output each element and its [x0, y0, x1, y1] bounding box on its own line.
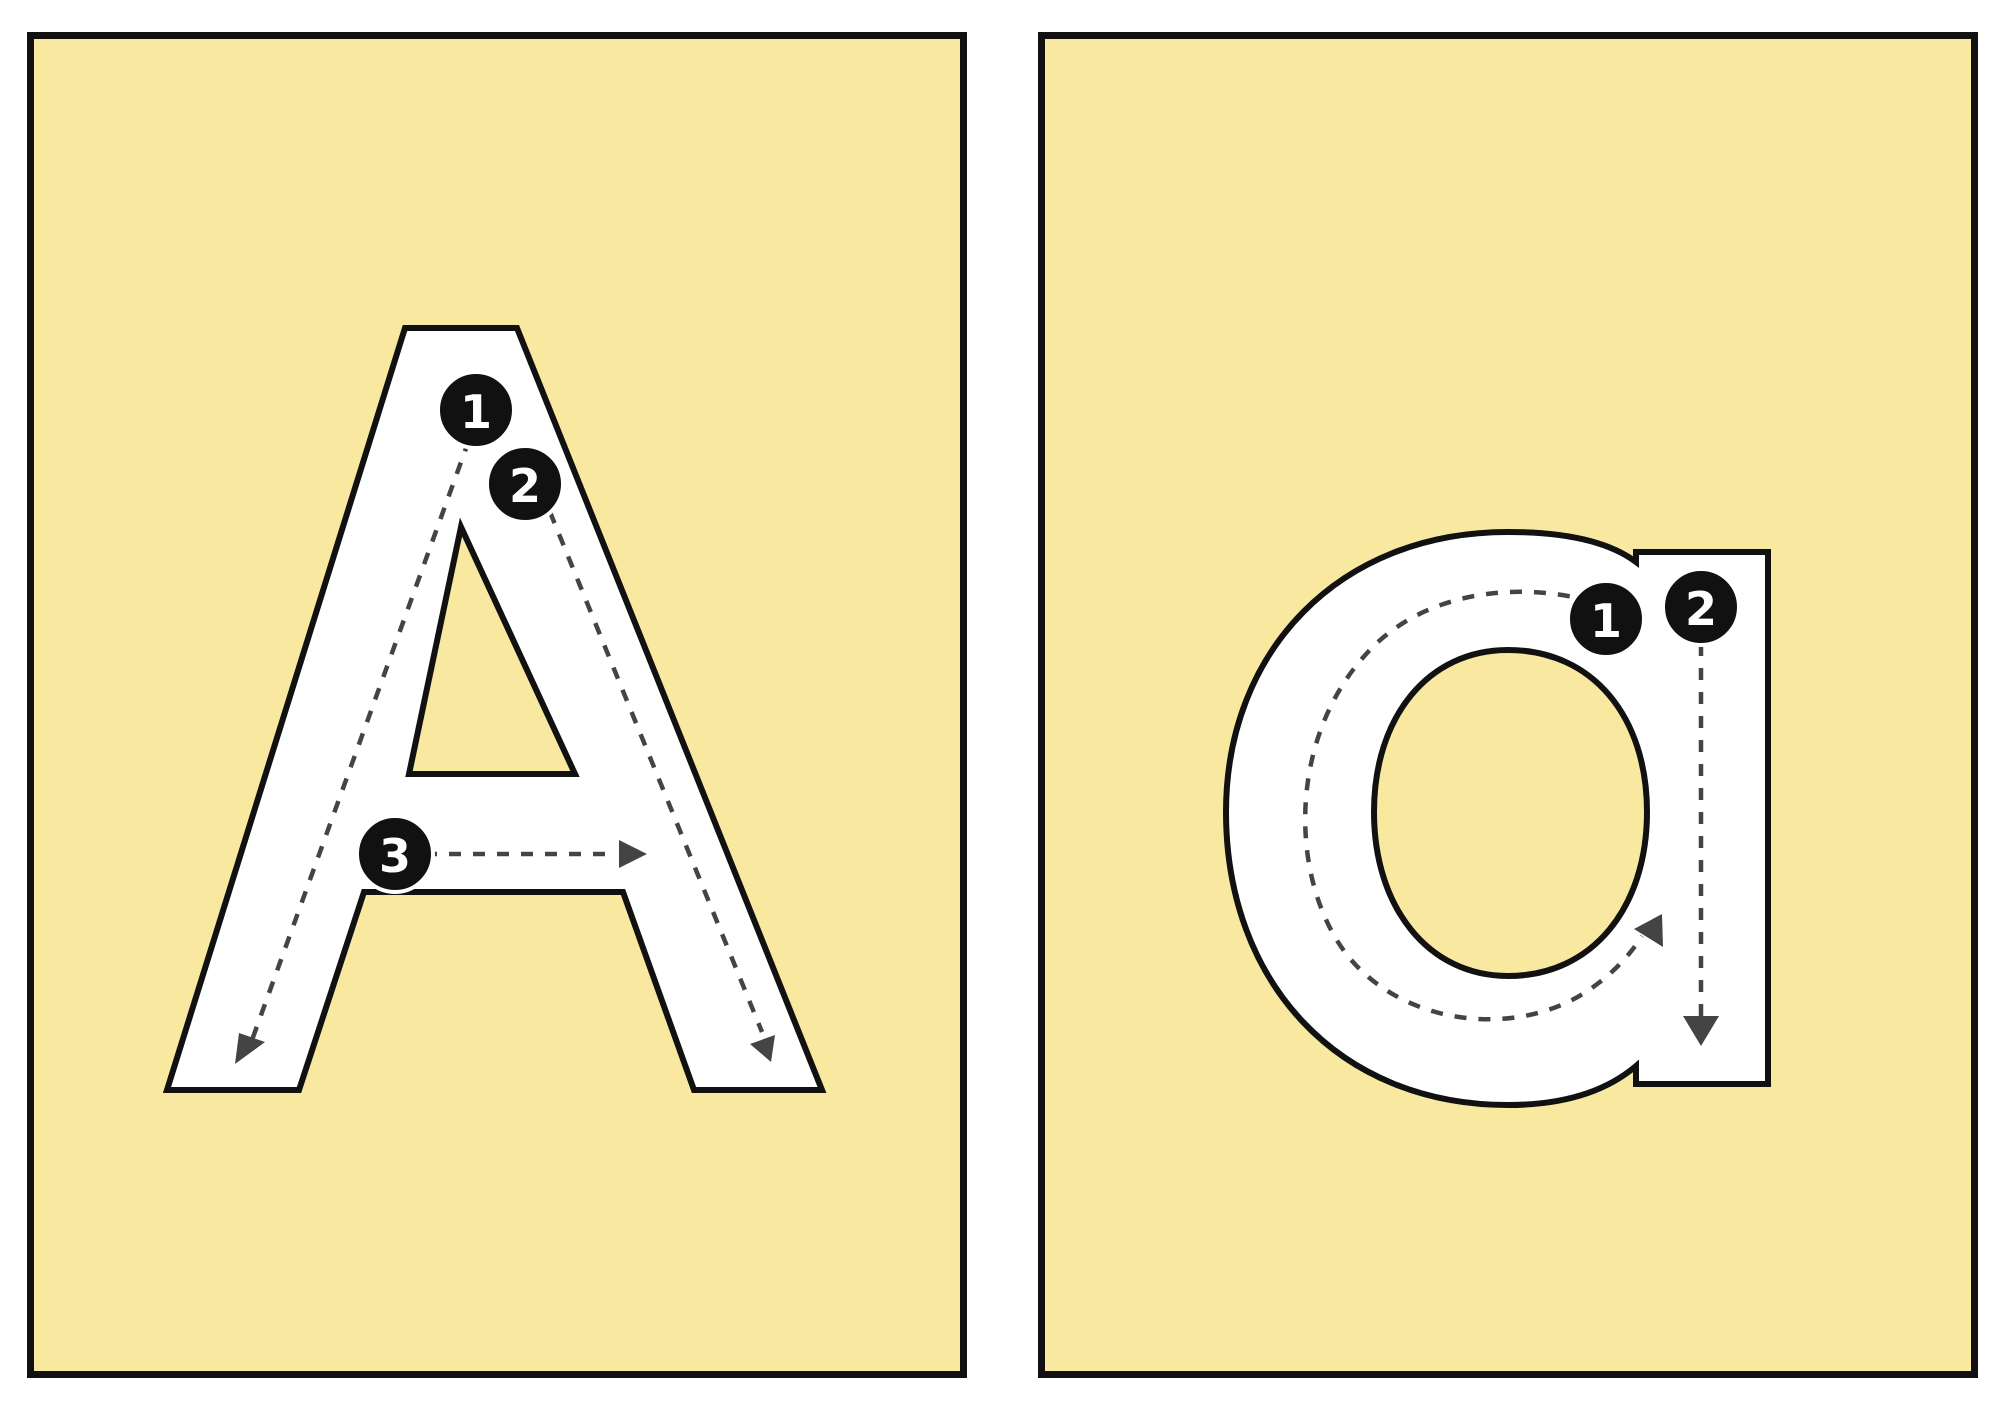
stroke-2-badge: 2	[1661, 567, 1741, 647]
stroke-1-badge: 1	[1566, 579, 1646, 659]
uppercase-a-letter: 1 2 3	[162, 325, 827, 1093]
stroke-1-badge: 1	[436, 370, 516, 450]
svg-text:2: 2	[1685, 582, 1717, 636]
lowercase-a-outline	[1222, 528, 1771, 1109]
svg-text:1: 1	[1590, 594, 1622, 648]
stroke-2-badge: 2	[485, 444, 565, 524]
stroke-2-arrow-icon	[1683, 1016, 1719, 1046]
stroke-2-arrow-icon	[750, 1035, 775, 1062]
stroke-1-guide	[1302, 589, 1644, 1022]
svg-text:1: 1	[460, 385, 492, 439]
svg-text:2: 2	[509, 459, 541, 513]
stroke-2-guide	[547, 511, 765, 1033]
stroke-1-arrow-icon	[235, 1033, 265, 1064]
stroke-3-arrow-icon	[619, 840, 647, 868]
svg-text:3: 3	[379, 829, 411, 883]
uppercase-a-counter	[405, 517, 580, 777]
stroke-3-badge: 3	[355, 814, 435, 894]
uppercase-a-card: 1 2 3	[27, 32, 967, 1378]
lowercase-a-letter: 1 2	[1222, 528, 1771, 1109]
stroke-1-guide	[249, 439, 472, 1041]
stroke-1-arrow-icon	[1634, 914, 1663, 947]
lowercase-a-card: 1 2	[1038, 32, 1978, 1378]
